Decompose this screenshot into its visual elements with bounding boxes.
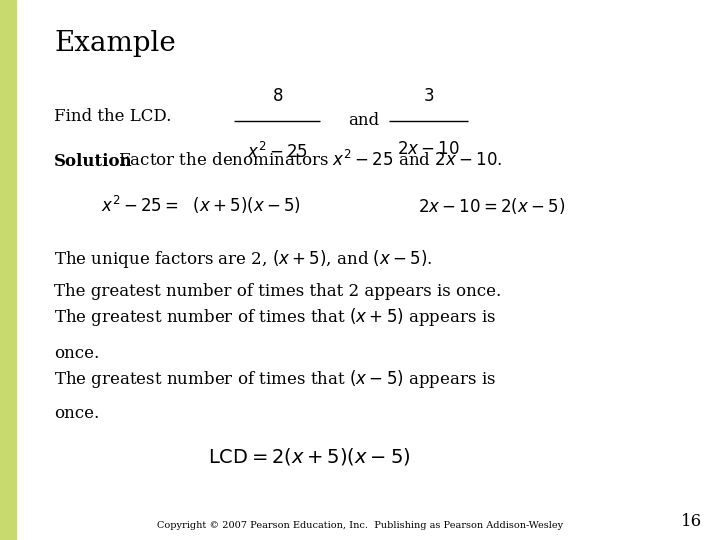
Text: $3$: $3$ xyxy=(423,88,434,105)
Text: $x^2-25$: $x^2-25$ xyxy=(247,141,307,161)
Text: Find the LCD.: Find the LCD. xyxy=(54,107,171,125)
Text: Factor the denominators $x^2 - 25$ and $2x - 10$.: Factor the denominators $x^2 - 25$ and $… xyxy=(113,150,503,170)
Text: Example: Example xyxy=(54,30,176,57)
Text: $8$: $8$ xyxy=(271,88,283,105)
Text: $2x-10$: $2x-10$ xyxy=(397,141,460,158)
Text: once.: once. xyxy=(54,345,99,362)
Text: and: and xyxy=(348,112,379,130)
Text: 16: 16 xyxy=(681,514,702,530)
Text: $\mathrm{LCD}=2(x+5)(x-5)$: $\mathrm{LCD}=2(x+5)(x-5)$ xyxy=(208,446,411,467)
Text: Solution: Solution xyxy=(54,153,132,170)
Text: The greatest number of times that $(x + 5)$ appears is: The greatest number of times that $(x + … xyxy=(54,306,496,328)
Text: The greatest number of times that 2 appears is once.: The greatest number of times that 2 appe… xyxy=(54,283,501,300)
Text: $2x-10=2(x-5)$: $2x-10=2(x-5)$ xyxy=(418,196,565,216)
Text: once.: once. xyxy=(54,406,99,422)
Text: The greatest number of times that $(x - 5)$ appears is: The greatest number of times that $(x - … xyxy=(54,368,496,390)
Text: Copyright © 2007 Pearson Education, Inc.  Publishing as Pearson Addison-Wesley: Copyright © 2007 Pearson Education, Inc.… xyxy=(157,521,563,530)
Text: $x^2-25=\ \ (x+5)(x-5)$: $x^2-25=\ \ (x+5)(x-5)$ xyxy=(101,194,301,216)
Text: The unique factors are 2, $(x + 5)$, and $(x - 5)$.: The unique factors are 2, $(x + 5)$, and… xyxy=(54,248,433,270)
